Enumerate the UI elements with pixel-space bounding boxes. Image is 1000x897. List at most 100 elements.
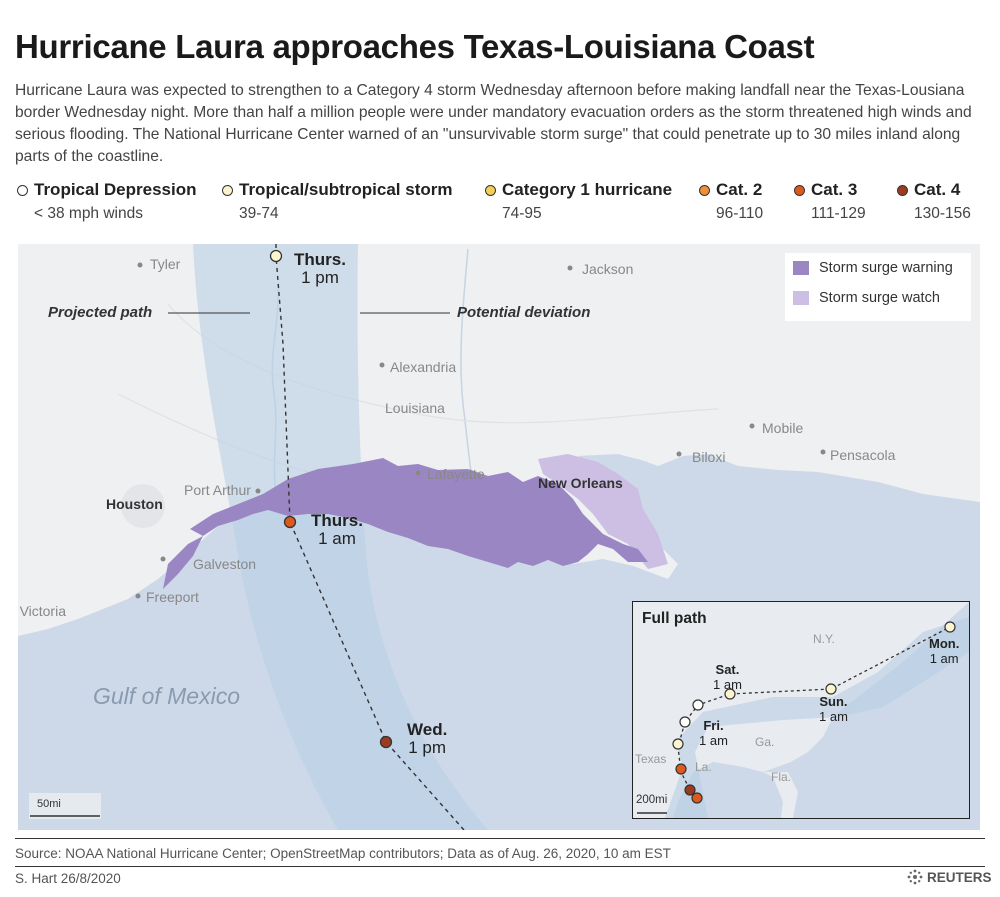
place-victoria: Victoria bbox=[19, 603, 66, 619]
legend-range: 74-95 bbox=[502, 205, 542, 222]
tropical-depression-dot-icon bbox=[17, 184, 28, 196]
place-mobile: Mobile bbox=[762, 420, 804, 436]
potential-deviation-label: Potential deviation bbox=[457, 304, 591, 321]
inset-position-marker-cat4 bbox=[684, 784, 696, 796]
legend-item-cat-4: Cat. 4 130-156 bbox=[897, 180, 971, 223]
cat-4-dot-icon bbox=[897, 184, 908, 196]
place-biloxi: Biloxi bbox=[692, 449, 726, 465]
projected-path-label: Projected path bbox=[48, 304, 153, 321]
time-hour: 1 am bbox=[318, 529, 356, 548]
legend-item-cat-2: Cat. 2 96-110 bbox=[699, 180, 763, 223]
storm-position-wed-1pm-marker bbox=[379, 735, 393, 749]
legend-range: 111-129 bbox=[811, 205, 866, 222]
main-map-graphic bbox=[18, 244, 980, 830]
reuters-mark-icon bbox=[907, 869, 923, 885]
inset-fri-1am-marker bbox=[679, 716, 691, 728]
legend-item-cat-3: Cat. 3 111-129 bbox=[794, 180, 866, 223]
inset-hour: 1 am bbox=[713, 677, 742, 692]
page-title: Hurricane Laura approaches Texas-Louisia… bbox=[15, 28, 815, 65]
inset-hour: 1 am bbox=[929, 651, 959, 666]
inset-place-fla: Fla. bbox=[771, 770, 792, 784]
inset-title: Full path bbox=[642, 610, 707, 627]
main-map bbox=[18, 244, 980, 830]
legend-name: Tropical Depression bbox=[34, 180, 197, 199]
category-1-dot-icon bbox=[485, 184, 496, 196]
storm-surge-warning-swatch-icon bbox=[793, 261, 809, 275]
inset-hour: 1 am bbox=[699, 733, 728, 748]
storm-position-thurs-1pm-marker bbox=[269, 249, 283, 263]
inset-place-texas: Texas bbox=[635, 752, 667, 766]
time-day: Wed. bbox=[407, 720, 448, 739]
time-day: Thurs. bbox=[311, 511, 363, 530]
graphic-credit: S. Hart 26/8/2020 bbox=[15, 871, 121, 886]
legend-name: Category 1 hurricane bbox=[502, 180, 673, 199]
inset-day: Mon. bbox=[929, 636, 960, 651]
place-jackson: Jackson bbox=[582, 261, 634, 277]
time-hour: 1 pm bbox=[301, 268, 339, 287]
inset-label-sat: Sat. 1 am bbox=[713, 662, 742, 692]
place-pensacola: Pensacola bbox=[830, 447, 896, 463]
inset-position-marker-ts bbox=[672, 738, 684, 750]
map-scale-label: 50mi bbox=[37, 798, 61, 810]
time-hour: 1 pm bbox=[408, 738, 447, 757]
inset-place-ga: Ga. bbox=[755, 735, 775, 749]
inset-scale-label: 200mi bbox=[636, 794, 668, 806]
place-galveston: Galveston bbox=[193, 556, 257, 572]
time-label-thurs-1pm: Thurs. 1 pm bbox=[294, 251, 346, 287]
legend-item-tropical-depression: Tropical Depression < 38 mph winds bbox=[17, 180, 197, 223]
storm-surge-watch-swatch-icon bbox=[793, 291, 809, 305]
inset-mon-1am-marker bbox=[944, 621, 956, 633]
reuters-logo: REUTERS bbox=[906, 868, 992, 886]
inset-label-mon: Mon. 1 am bbox=[929, 636, 959, 666]
place-alexandria: Alexandria bbox=[390, 359, 457, 375]
place-port-arthur: Port Arthur bbox=[184, 482, 251, 498]
inset-position-marker-td bbox=[692, 699, 704, 711]
inset-place-ny: N.Y. bbox=[813, 632, 835, 646]
inset-hour: 1 am bbox=[819, 709, 848, 724]
place-lafayette: Lafayette bbox=[427, 466, 485, 482]
source-note: Source: NOAA National Hurricane Center; … bbox=[15, 846, 671, 861]
inset-map-graphic bbox=[633, 602, 969, 818]
tropical-storm-dot-icon bbox=[222, 184, 233, 196]
inset-label-sun: Sun. 1 am bbox=[819, 694, 848, 724]
legend-name: Cat. 3 bbox=[811, 180, 858, 199]
legend-range: < 38 mph winds bbox=[34, 205, 143, 222]
storm-surge-warning-item: Storm surge warning bbox=[785, 253, 971, 283]
place-freeport: Freeport bbox=[146, 589, 199, 605]
time-day: Thurs. bbox=[294, 250, 346, 269]
intro-paragraph: Hurricane Laura was expected to strength… bbox=[15, 82, 972, 165]
legend-range: 130-156 bbox=[914, 205, 971, 222]
time-label-thurs-1am: Thurs. 1 am bbox=[311, 512, 363, 548]
legend-item-category-1: Category 1 hurricane 74-95 bbox=[485, 180, 672, 223]
credit-divider bbox=[15, 866, 985, 867]
cat-2-dot-icon bbox=[699, 184, 710, 196]
legend-name: Cat. 2 bbox=[716, 180, 763, 199]
storm-surge-watch-item: Storm surge watch bbox=[785, 283, 971, 313]
inset-day: Fri. bbox=[703, 718, 724, 733]
inset-label-fri: Fri. 1 am bbox=[699, 718, 728, 748]
legend-range: 39-74 bbox=[239, 205, 279, 222]
inset-day: Sun. bbox=[819, 694, 848, 709]
footer-divider bbox=[15, 838, 985, 839]
storm-surge-watch-label: Storm surge watch bbox=[819, 290, 940, 306]
place-houston: Houston bbox=[106, 496, 163, 512]
inset-sun-1am-marker bbox=[825, 683, 837, 695]
inset-sat-1am-marker bbox=[724, 688, 736, 700]
storm-position-thurs-1am-marker bbox=[283, 515, 297, 529]
legend-name: Cat. 4 bbox=[914, 180, 961, 199]
cat-3-dot-icon bbox=[794, 184, 805, 196]
storm-surge-warning-label: Storm surge warning bbox=[819, 260, 953, 276]
legend-item-tropical-storm: Tropical/subtropical storm 39-74 bbox=[222, 180, 453, 223]
publisher-name: REUTERS bbox=[927, 869, 992, 885]
place-gulf-of-mexico: Gulf of Mexico bbox=[93, 683, 240, 709]
place-louisiana: Louisiana bbox=[385, 400, 445, 416]
full-path-inset-map: Full path N.Y. Ga. Fla. Texas La. Mon. 1… bbox=[632, 601, 970, 819]
legend-range: 96-110 bbox=[716, 205, 764, 222]
place-new-orleans: New Orleans bbox=[538, 475, 623, 491]
legend-name: Tropical/subtropical storm bbox=[239, 180, 453, 199]
time-label-wed-1pm: Wed. 1 pm bbox=[407, 721, 447, 757]
inset-place-la: La. bbox=[695, 760, 712, 774]
inset-day: Sat. bbox=[715, 662, 740, 677]
storm-surge-legend: Storm surge warning Storm surge watch bbox=[785, 253, 971, 321]
inset-position-marker-cat3-start bbox=[691, 792, 703, 804]
